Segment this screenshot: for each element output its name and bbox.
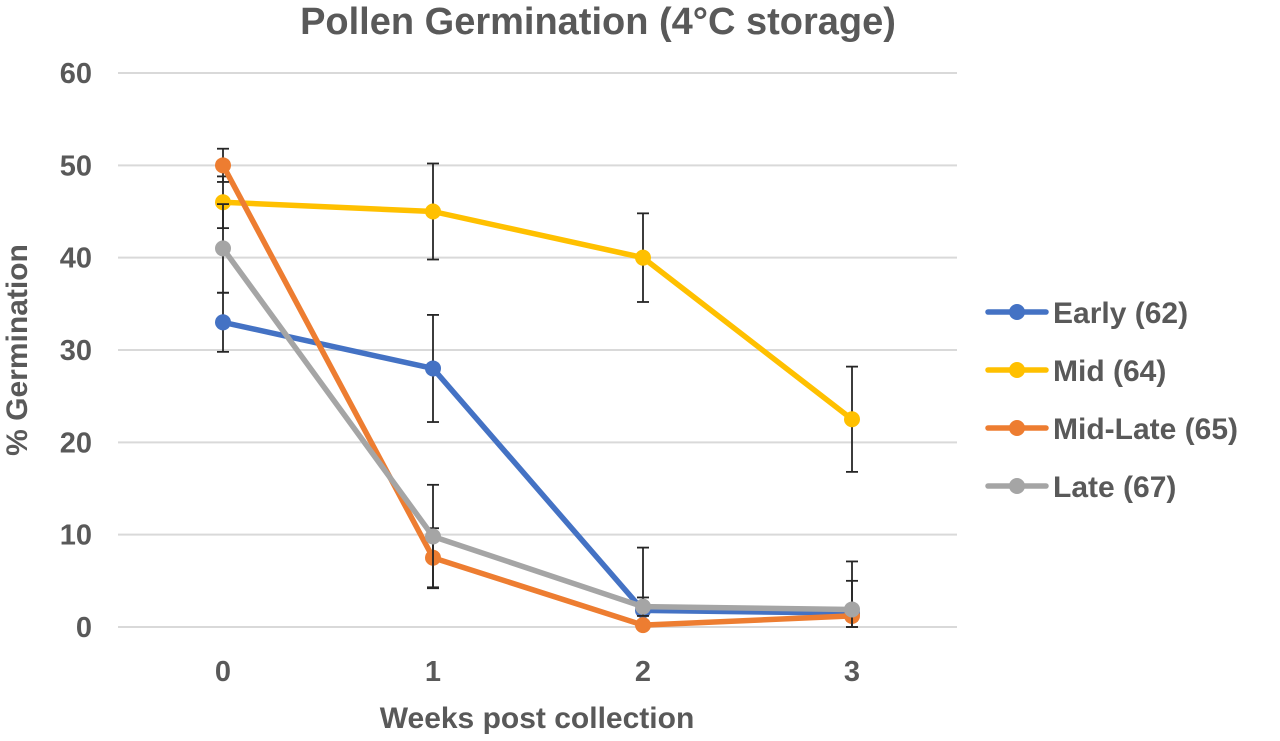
legend-label: Late (67): [1053, 471, 1176, 504]
legend-entry: Early (62): [985, 297, 1188, 330]
x-axis-label: Weeks post collection: [380, 702, 695, 735]
legend-label: Mid-Late (65): [1053, 413, 1238, 446]
data-point: [635, 598, 651, 615]
legend-entry: Late (67): [985, 471, 1176, 504]
y-tick-label: 60: [60, 58, 92, 90]
series-line: [220, 245, 855, 613]
data-point: [425, 528, 441, 545]
y-tick-label: 40: [60, 243, 92, 275]
x-tick-label: 0: [215, 656, 231, 688]
series-line: [220, 199, 855, 422]
legend-entry: Mid (64): [985, 355, 1166, 388]
data-point: [215, 314, 231, 331]
x-tick-label: 3: [844, 656, 860, 688]
data-point: [844, 411, 860, 428]
legend-label: Early (62): [1053, 297, 1188, 330]
series-layer: [215, 147, 860, 634]
data-point: [425, 360, 441, 377]
data-point: [215, 157, 231, 174]
series-mid-late-65: [215, 147, 860, 634]
series-mid-64: [215, 162, 860, 473]
x-axis-ticks: 0 1 2 3: [215, 656, 860, 688]
series-late-67: [215, 203, 860, 628]
y-tick-label: 30: [60, 335, 92, 367]
legend-swatch-marker: [1009, 420, 1025, 436]
x-tick-label: 1: [425, 656, 441, 688]
y-tick-label: 20: [60, 427, 92, 459]
legend-entry: Mid-Late (65): [985, 413, 1238, 446]
data-point: [844, 601, 860, 618]
series-line: [220, 319, 855, 616]
data-point: [215, 240, 231, 257]
chart-title: Pollen Germination (4°C storage): [300, 1, 896, 43]
legend-swatch-marker: [1009, 304, 1025, 320]
legend: Early (62) Mid (64) Mid-Late (65) Late (67): [985, 297, 1238, 504]
gridlines: [118, 72, 957, 628]
data-point: [635, 617, 651, 634]
y-tick-label: 0: [76, 612, 92, 644]
legend-label: Mid (64): [1053, 355, 1166, 388]
data-point: [635, 249, 651, 266]
x-tick-label: 2: [635, 656, 651, 688]
data-point: [215, 194, 231, 211]
y-axis-label: % Germination: [1, 244, 34, 456]
series-early-62: [215, 291, 860, 628]
legend-swatch-marker: [1009, 362, 1025, 378]
y-tick-label: 50: [60, 150, 92, 182]
data-point: [425, 203, 441, 220]
y-axis-ticks: 0 10 20 30 40 50 60: [60, 58, 92, 644]
series-line: [220, 162, 855, 628]
legend-swatch-marker: [1009, 478, 1025, 494]
y-tick-label: 10: [60, 520, 92, 552]
